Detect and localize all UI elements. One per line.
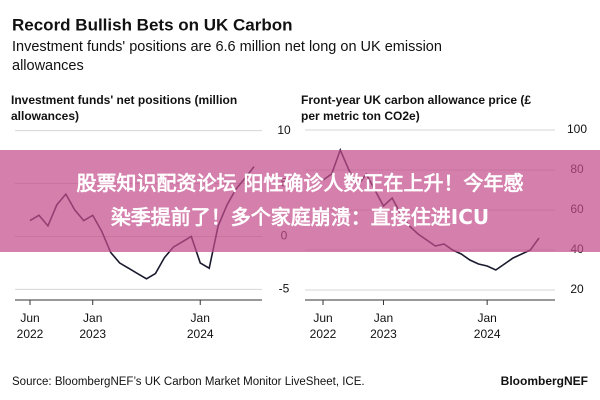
x-tick-label: 2022 xyxy=(310,327,337,341)
overlay-text: 染季提前了！多个家庭崩溃：直接住进ICU xyxy=(110,205,490,229)
overlay-banner: 股票知识配资论坛 阳性确诊人数正在上升！今年感 染季提前了！多个家庭崩溃：直接住… xyxy=(0,150,600,252)
x-tick-label: 2023 xyxy=(79,327,106,341)
x-tick-label: 2022 xyxy=(17,327,44,341)
x-tick-label: Jun xyxy=(313,311,332,325)
y-tick-label: 10 xyxy=(277,123,291,137)
chart-title: Investment funds' net positions (million xyxy=(11,93,237,107)
chart-title: per metric ton CO2e) xyxy=(301,109,420,123)
brand: BloombergNEF xyxy=(501,374,588,388)
subtitle: Investment funds' positions are 6.6 mill… xyxy=(12,39,442,55)
x-tick-label: Jan xyxy=(477,311,496,325)
x-tick-label: 2024 xyxy=(187,327,214,341)
source: Source: BloombergNEF’s UK Carbon Market … xyxy=(12,376,365,388)
y-tick-label: -5 xyxy=(279,282,290,296)
x-tick-label: Jan xyxy=(83,311,102,325)
x-tick-label: Jun xyxy=(20,311,39,325)
x-tick-label: Jan xyxy=(191,311,210,325)
subtitle: allowances xyxy=(12,58,84,74)
y-tick-label: 100 xyxy=(567,122,587,136)
chart-title: allowances) xyxy=(11,109,79,123)
title: Record Bullish Bets on UK Carbon xyxy=(12,15,293,34)
chart-title: Front-year UK carbon allowance price (£ xyxy=(301,93,531,107)
x-tick-label: 2024 xyxy=(474,327,501,341)
x-tick-label: Jan xyxy=(374,311,393,325)
x-tick-label: 2023 xyxy=(370,327,397,341)
overlay-text: 股票知识配资论坛 阳性确诊人数正在上升！今年感 xyxy=(76,171,524,195)
y-tick-label: 20 xyxy=(570,282,584,296)
